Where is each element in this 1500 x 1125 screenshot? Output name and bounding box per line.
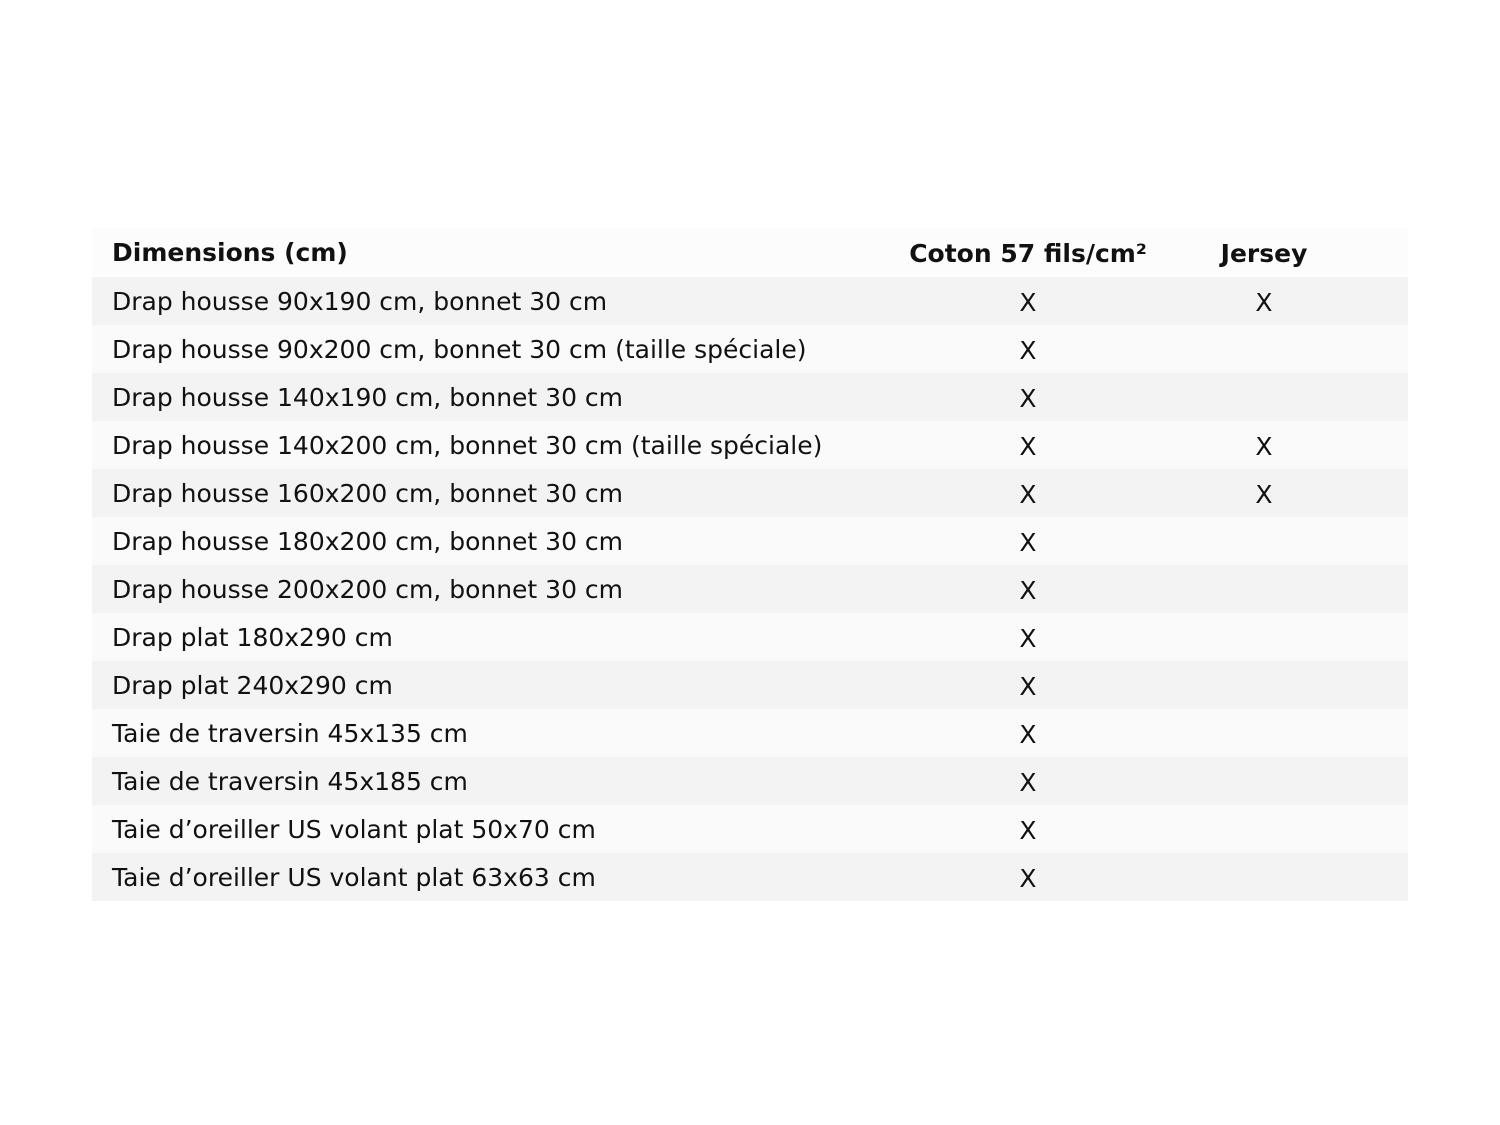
row-label: Drap housse 90x190 cm, bonnet 30 cm xyxy=(112,286,608,316)
jersey-cell: X xyxy=(1255,479,1273,509)
table-row: Drap housse 90x190 cm, bonnet 30 cm X X xyxy=(92,277,1408,325)
jersey-cell xyxy=(1152,396,1376,398)
header-jersey: Jersey xyxy=(1220,239,1308,268)
row-label: Drap housse 140x190 cm, bonnet 30 cm xyxy=(112,382,624,412)
table-row: Drap housse 140x190 cm, bonnet 30 cm X xyxy=(92,373,1408,421)
coton-cell: X xyxy=(1019,383,1037,413)
coton-cell: X xyxy=(1019,575,1037,605)
table-row: Drap housse 180x200 cm, bonnet 30 cm X xyxy=(92,517,1408,565)
row-label: Drap plat 180x290 cm xyxy=(112,622,393,652)
coton-cell: X xyxy=(1019,767,1037,797)
coton-cell: X xyxy=(1019,287,1037,317)
coton-cell: X xyxy=(1019,719,1037,749)
header-coton: Coton 57 fils/cm² xyxy=(909,239,1147,268)
coton-cell: X xyxy=(1019,479,1037,509)
jersey-cell xyxy=(1152,780,1376,782)
table-row: Taie d’oreiller US volant plat 50x70 cm X xyxy=(92,805,1408,853)
jersey-cell: X xyxy=(1255,287,1273,317)
row-label: Drap plat 240x290 cm xyxy=(112,670,393,700)
table-row: Drap housse 140x200 cm, bonnet 30 cm (ta… xyxy=(92,421,1408,469)
row-label: Drap housse 200x200 cm, bonnet 30 cm xyxy=(112,574,624,604)
row-label: Taie d’oreiller US volant plat 50x70 cm xyxy=(112,814,596,844)
table-row: Drap housse 90x200 cm, bonnet 30 cm (tai… xyxy=(92,325,1408,373)
table-row: Taie d’oreiller US volant plat 63x63 cm X xyxy=(92,853,1408,901)
jersey-cell: X xyxy=(1255,431,1273,461)
coton-cell: X xyxy=(1019,815,1037,845)
table-row: Drap housse 160x200 cm, bonnet 30 cm X X xyxy=(92,469,1408,517)
table-row: Drap plat 240x290 cm X xyxy=(92,661,1408,709)
size-table: Dimensions (cm) Coton 57 fils/cm² Jersey… xyxy=(92,228,1408,901)
row-label: Drap housse 160x200 cm, bonnet 30 cm xyxy=(112,478,624,508)
jersey-cell xyxy=(1152,684,1376,686)
table-row: Taie de traversin 45x185 cm X xyxy=(92,757,1408,805)
row-label: Drap housse 90x200 cm, bonnet 30 cm (tai… xyxy=(112,334,807,364)
header-dimensions: Dimensions (cm) xyxy=(112,238,348,267)
coton-cell: X xyxy=(1019,527,1037,557)
table-row: Drap housse 200x200 cm, bonnet 30 cm X xyxy=(92,565,1408,613)
jersey-cell xyxy=(1152,540,1376,542)
coton-cell: X xyxy=(1019,863,1037,893)
table-header: Dimensions (cm) Coton 57 fils/cm² Jersey xyxy=(92,228,1408,277)
jersey-cell xyxy=(1152,732,1376,734)
jersey-cell xyxy=(1152,588,1376,590)
row-label: Taie de traversin 45x185 cm xyxy=(112,766,468,796)
table-row: Taie de traversin 45x135 cm X xyxy=(92,709,1408,757)
row-label: Taie de traversin 45x135 cm xyxy=(112,718,468,748)
row-label: Drap housse 140x200 cm, bonnet 30 cm (ta… xyxy=(112,430,823,460)
jersey-cell xyxy=(1152,348,1376,350)
jersey-cell xyxy=(1152,876,1376,878)
row-label: Drap housse 180x200 cm, bonnet 30 cm xyxy=(112,526,624,556)
jersey-cell xyxy=(1152,636,1376,638)
coton-cell: X xyxy=(1019,671,1037,701)
coton-cell: X xyxy=(1019,431,1037,461)
row-label: Taie d’oreiller US volant plat 63x63 cm xyxy=(112,862,596,892)
coton-cell: X xyxy=(1019,335,1037,365)
table-row: Drap plat 180x290 cm X xyxy=(92,613,1408,661)
coton-cell: X xyxy=(1019,623,1037,653)
jersey-cell xyxy=(1152,828,1376,830)
